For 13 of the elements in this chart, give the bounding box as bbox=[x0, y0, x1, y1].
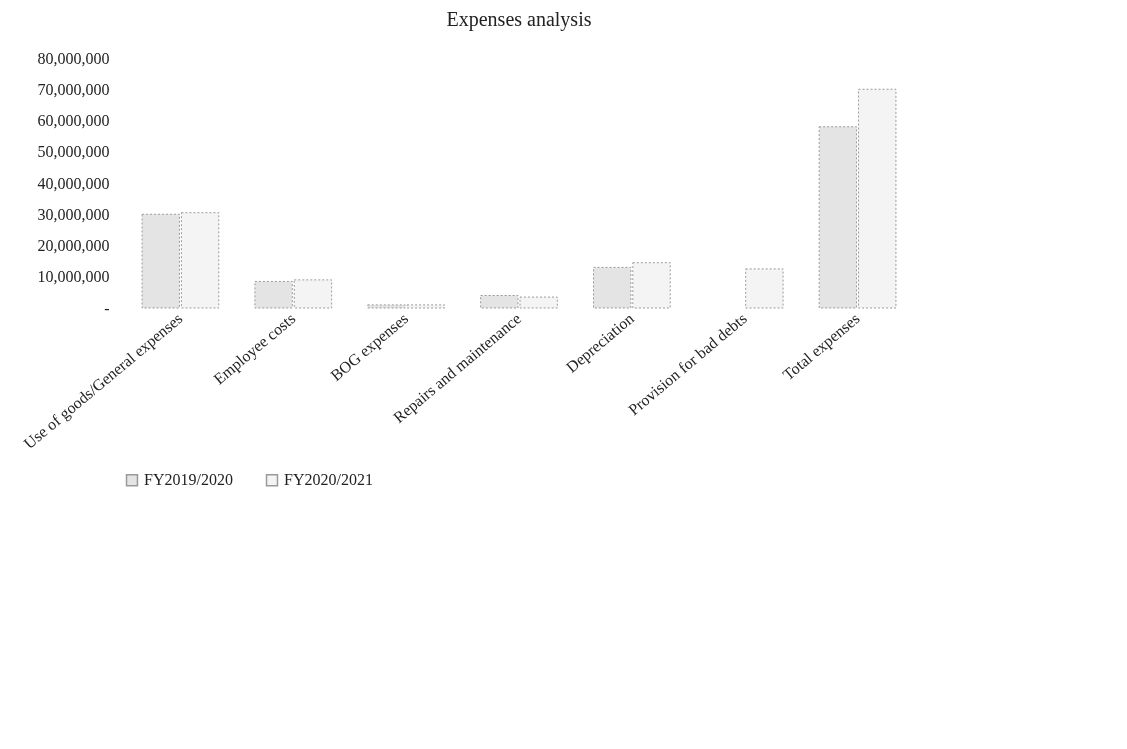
y-tick-label: 10,000,000 bbox=[37, 268, 110, 286]
y-tick-label: 40,000,000 bbox=[37, 174, 110, 192]
y-tick-label: 70,000,000 bbox=[37, 80, 110, 98]
y-tick-label: 20,000,000 bbox=[37, 237, 110, 254]
bar bbox=[745, 268, 784, 309]
y-tick-label: - bbox=[104, 299, 110, 317]
y-tick-label: 30,000,000 bbox=[37, 205, 110, 223]
legend-label: FY2020/2021 bbox=[284, 471, 373, 489]
y-tick-label: 60,000,000 bbox=[37, 112, 110, 129]
y-tick-label: 80,000,000 bbox=[37, 49, 110, 67]
legend-label: FY2019/2020 bbox=[144, 471, 233, 489]
y-tick-label: 50,000,000 bbox=[37, 143, 110, 161]
chart-title: Expenses analysis bbox=[446, 8, 592, 31]
